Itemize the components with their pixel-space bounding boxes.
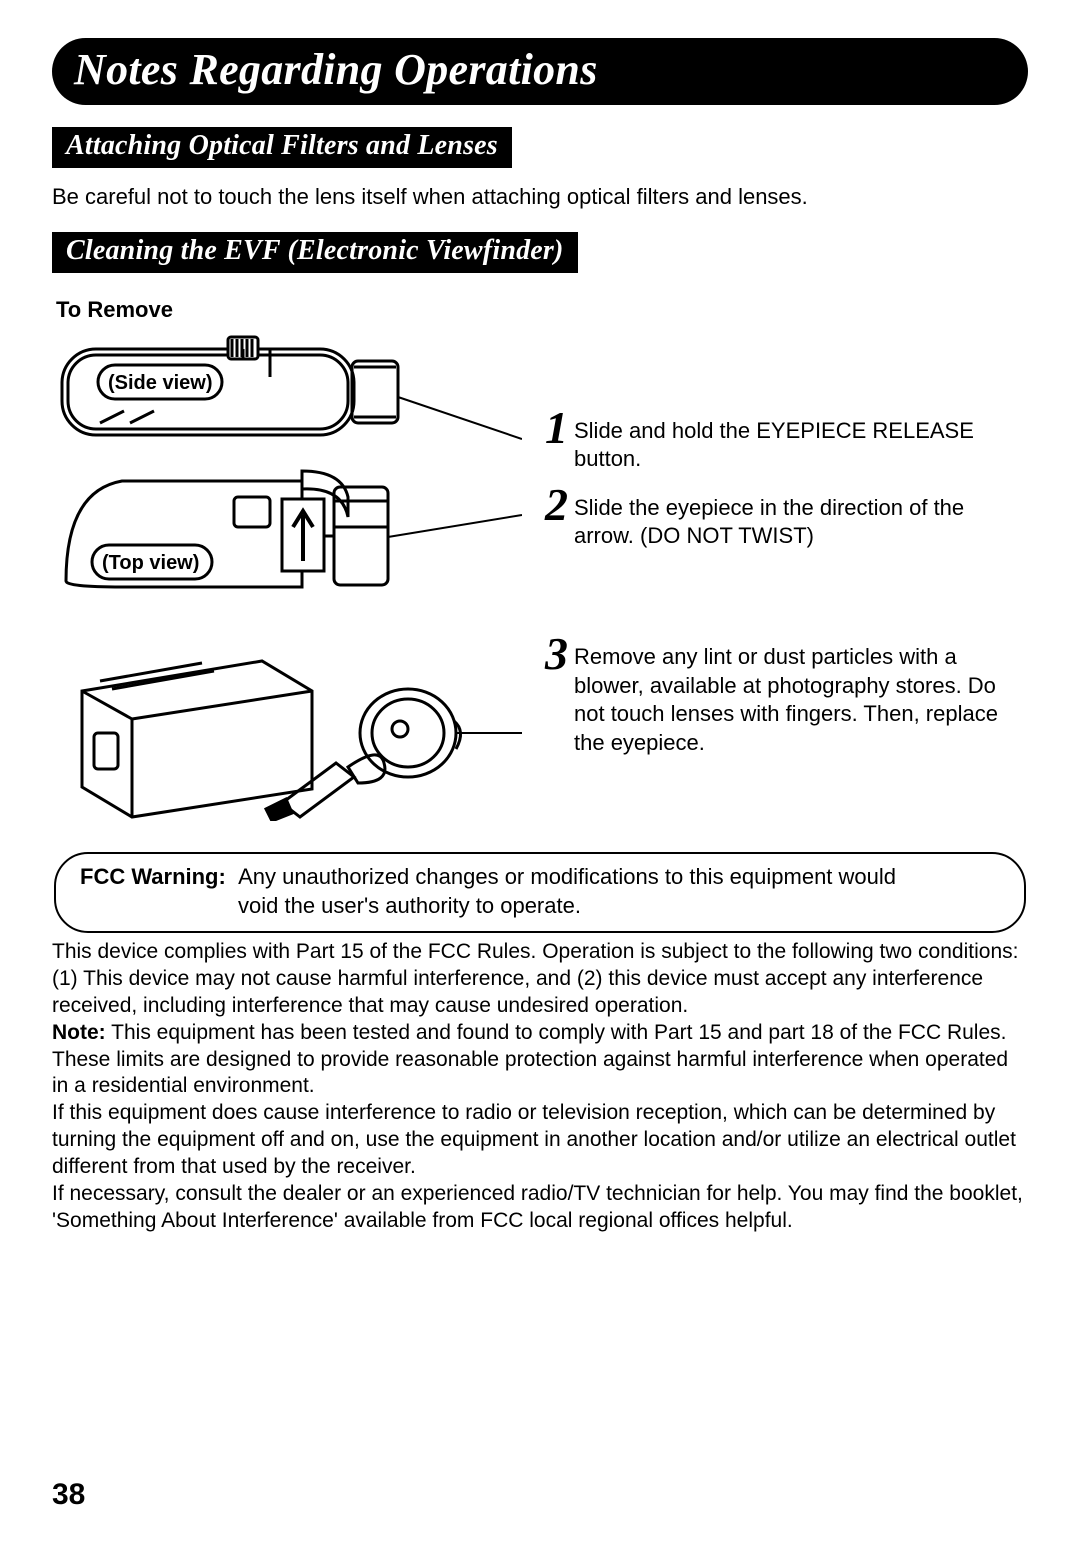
top-view-label: (Top view) — [102, 552, 199, 574]
page-title: Notes Regarding Operations — [74, 45, 598, 94]
fcc-warning-box: FCC Warning: Any unauthorized changes or… — [54, 852, 1026, 933]
step-3-num: 3 — [530, 633, 568, 674]
section-cleaning: Cleaning the EVF (Electronic Viewfinder)… — [52, 232, 1028, 1235]
fcc-p2: This equipment has been tested and found… — [52, 1021, 1008, 1098]
to-remove-label: To Remove — [56, 297, 1028, 323]
fcc-note-label: Note: — [52, 1021, 106, 1044]
fcc-warning-label: FCC Warning: — [80, 864, 226, 889]
step-2-num: 2 — [530, 484, 568, 525]
step-2: 2 Slide the eyepiece in the direction of… — [530, 484, 1028, 551]
fcc-warning-line2: void the user's authority to operate. — [80, 891, 1000, 921]
fcc-warning-line1: Any unauthorized changes or modification… — [238, 864, 896, 889]
section1-body: Be careful not to touch the lens itself … — [52, 182, 1028, 212]
step-1-num: 1 — [530, 407, 568, 448]
evf-diagram: (Side view) (Top view) — [52, 331, 522, 821]
diagram-and-steps: (Side view) (Top view) 1 Slide and hold … — [52, 331, 1028, 826]
fcc-p2-wrap: Note: This equipment has been tested and… — [52, 1020, 1028, 1101]
step-1: 1 Slide and hold the EYEPIECE RELEASE bu… — [530, 407, 1028, 474]
steps-column: 1 Slide and hold the EYEPIECE RELEASE bu… — [530, 331, 1028, 826]
page-number: 38 — [52, 1478, 85, 1512]
step-3: 3 Remove any lint or dust particles with… — [530, 633, 1028, 757]
side-view-label: (Side view) — [108, 372, 212, 394]
fcc-p1: This device complies with Part 15 of the… — [52, 939, 1028, 1020]
page-title-bar: Notes Regarding Operations — [52, 38, 1028, 105]
fcc-p3: If this equipment does cause interferenc… — [52, 1100, 1028, 1181]
step-3-text: Remove any lint or dust particles with a… — [574, 633, 1028, 757]
section1-heading: Attaching Optical Filters and Lenses — [52, 127, 512, 168]
section2-heading: Cleaning the EVF (Electronic Viewfinder) — [52, 232, 578, 273]
step-1-text: Slide and hold the EYEPIECE RELEASE butt… — [574, 407, 1028, 474]
fcc-p4: If necessary, consult the dealer or an e… — [52, 1181, 1028, 1235]
diagram-column: (Side view) (Top view) — [52, 331, 522, 826]
step-2-text: Slide the eyepiece in the direction of t… — [574, 484, 1028, 551]
fcc-text-block: This device complies with Part 15 of the… — [52, 939, 1028, 1235]
section-attaching: Attaching Optical Filters and Lenses Be … — [52, 127, 1028, 212]
